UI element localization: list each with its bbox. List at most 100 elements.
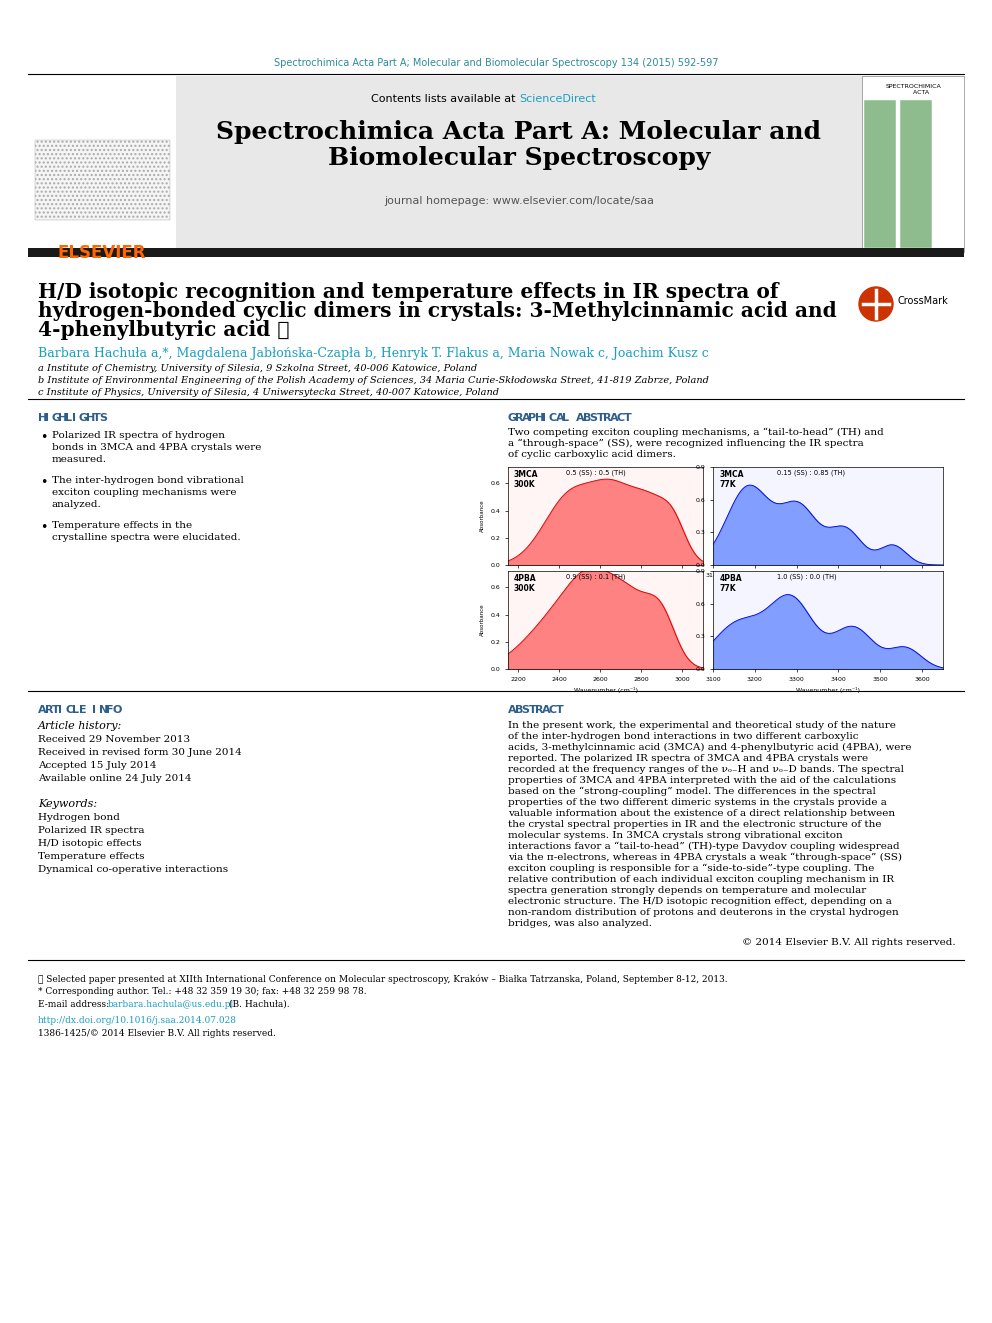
Text: electronic structure. The H/D isotopic recognition effect, depending on a: electronic structure. The H/D isotopic r…: [508, 897, 892, 906]
Text: hydrogen-bonded cyclic dimers in crystals: 3-Methylcinnamic acid and: hydrogen-bonded cyclic dimers in crystal…: [38, 302, 836, 321]
Text: B: B: [515, 705, 523, 714]
Text: H: H: [38, 413, 48, 423]
Text: bridges, was also analyzed.: bridges, was also analyzed.: [508, 919, 652, 927]
Text: Hydrogen bond: Hydrogen bond: [38, 814, 120, 822]
Circle shape: [859, 287, 893, 321]
Text: c Institute of Physics, University of Silesia, 4 Uniwersytecka Street, 40-007 Ka: c Institute of Physics, University of Si…: [38, 388, 499, 397]
Text: H: H: [536, 413, 545, 423]
Text: S: S: [99, 413, 107, 423]
Text: T: T: [556, 705, 563, 714]
Text: E: E: [78, 705, 86, 714]
Text: Polarized IR spectra of hydrogen: Polarized IR spectra of hydrogen: [52, 431, 225, 441]
Text: SPECTROCHIMICA
        ACTA: SPECTROCHIMICA ACTA: [885, 83, 940, 95]
Bar: [28, 75, 176, 251]
Text: B: B: [582, 413, 591, 423]
Text: ELSEVIER: ELSEVIER: [58, 243, 146, 262]
Text: 4PBA
77K: 4PBA 77K: [720, 574, 743, 593]
Text: Polarized IR spectra: Polarized IR spectra: [38, 826, 145, 835]
Text: S: S: [522, 705, 530, 714]
Text: 4PBA
300K: 4PBA 300K: [514, 574, 537, 593]
Text: http://dx.doi.org/10.1016/j.saa.2014.07.028: http://dx.doi.org/10.1016/j.saa.2014.07.…: [38, 1016, 237, 1025]
Text: I: I: [72, 413, 76, 423]
Text: spectra generation strongly depends on temperature and molecular: spectra generation strongly depends on t…: [508, 886, 866, 894]
Text: H: H: [59, 413, 67, 423]
Text: of the inter-hydrogen bond interactions in two different carboxylic: of the inter-hydrogen bond interactions …: [508, 732, 858, 741]
Text: Temperature effects in the: Temperature effects in the: [52, 521, 192, 531]
Text: 0.5 (SS) : 0.5 (TH): 0.5 (SS) : 0.5 (TH): [566, 470, 626, 476]
Text: C: C: [617, 413, 625, 423]
Bar: [28, 247, 964, 257]
Text: I: I: [542, 413, 546, 423]
Text: Spectrochimica Acta Part A; Molecular and Biomolecular Spectroscopy 134 (2015) 5: Spectrochimica Acta Part A; Molecular an…: [274, 58, 718, 67]
Text: Biomolecular Spectroscopy: Biomolecular Spectroscopy: [327, 146, 710, 169]
Text: A: A: [38, 705, 47, 714]
Text: T: T: [529, 705, 536, 714]
Text: 3MCA
300K: 3MCA 300K: [514, 470, 539, 490]
Text: interactions favor a “tail-to-head” (TH)-type Davydov coupling widespread: interactions favor a “tail-to-head” (TH)…: [508, 841, 900, 851]
Text: properties of 3MCA and 4PBA interpreted with the aid of the calculations: properties of 3MCA and 4PBA interpreted …: [508, 777, 896, 785]
Text: non-random distribution of protons and deuterons in the crystal hydrogen: non-random distribution of protons and d…: [508, 908, 899, 917]
Bar: [862, 75, 964, 251]
Text: based on the “strong-coupling” model. The differences in the spectral: based on the “strong-coupling” model. Th…: [508, 787, 876, 796]
Text: 0.15 (SS) : 0.85 (TH): 0.15 (SS) : 0.85 (TH): [778, 470, 845, 476]
Text: S: S: [589, 413, 597, 423]
Text: Spectrochimica Acta Part A: Molecular and: Spectrochimica Acta Part A: Molecular an…: [216, 120, 821, 144]
Text: A: A: [610, 413, 619, 423]
Text: barbara.hachula@us.edu.pl: barbara.hachula@us.edu.pl: [108, 1000, 234, 1009]
Text: O: O: [113, 705, 122, 714]
Text: © 2014 Elsevier B.V. All rights reserved.: © 2014 Elsevier B.V. All rights reserved…: [742, 938, 956, 947]
X-axis label: Wavenumber (cm⁻¹): Wavenumber (cm⁻¹): [573, 687, 638, 693]
Text: Received in revised form 30 June 2014: Received in revised form 30 June 2014: [38, 747, 242, 757]
Text: In the present work, the experimental and theoretical study of the nature: In the present work, the experimental an…: [508, 721, 896, 730]
Text: R: R: [45, 705, 54, 714]
Text: N: N: [99, 705, 108, 714]
Text: L: L: [65, 413, 72, 423]
Text: bonds in 3MCA and 4PBA crystals were: bonds in 3MCA and 4PBA crystals were: [52, 443, 261, 452]
Text: 0.9 (SS) : 0.1 (TH): 0.9 (SS) : 0.1 (TH): [566, 574, 626, 581]
Text: acids, 3-methylcinnamic acid (3MCA) and 4-phenylbutyric acid (4PBA), were: acids, 3-methylcinnamic acid (3MCA) and …: [508, 744, 912, 751]
Text: 3MCA
77K: 3MCA 77K: [720, 470, 744, 490]
Text: Keywords:: Keywords:: [38, 799, 97, 808]
Text: a Institute of Chemistry, University of Silesia, 9 Szkolna Street, 40-006 Katowi: a Institute of Chemistry, University of …: [38, 364, 477, 373]
Text: C: C: [549, 413, 557, 423]
Text: F: F: [106, 705, 113, 714]
Text: R: R: [536, 705, 544, 714]
Text: I: I: [92, 705, 96, 714]
Text: A: A: [556, 413, 564, 423]
Text: •: •: [40, 431, 48, 445]
X-axis label: Wavenumber (cm⁻¹): Wavenumber (cm⁻¹): [796, 687, 860, 693]
Text: Available online 24 July 2014: Available online 24 July 2014: [38, 774, 191, 783]
Text: H: H: [85, 413, 95, 423]
Text: H/D isotopic recognition and temperature effects in IR spectra of: H/D isotopic recognition and temperature…: [38, 282, 779, 302]
Text: of cyclic carboxylic acid dimers.: of cyclic carboxylic acid dimers.: [508, 450, 676, 459]
Text: T: T: [596, 413, 604, 423]
Text: 1.0 (SS) : 0.0 (TH): 1.0 (SS) : 0.0 (TH): [778, 574, 837, 581]
Text: exciton coupling mechanisms were: exciton coupling mechanisms were: [52, 488, 236, 497]
Text: T: T: [624, 413, 631, 423]
Text: Two competing exciton coupling mechanisms, a “tail-to-head” (TH) and: Two competing exciton coupling mechanism…: [508, 429, 884, 438]
Text: A: A: [522, 413, 531, 423]
Text: Barbara Hachuła a,*, Magdalena Jabłońska-Czapła b, Henryk T. Flakus a, Maria Now: Barbara Hachuła a,*, Magdalena Jabłońska…: [38, 347, 708, 360]
Text: Accepted 15 July 2014: Accepted 15 July 2014: [38, 761, 157, 770]
Bar: [900, 101, 932, 247]
Text: R: R: [515, 413, 524, 423]
Text: exciton coupling is responsible for a “side-to-side”-type coupling. The: exciton coupling is responsible for a “s…: [508, 864, 874, 873]
Text: a “through-space” (SS), were recognized influencing the IR spectra: a “through-space” (SS), were recognized …: [508, 439, 864, 448]
Text: •: •: [40, 521, 48, 534]
Text: I: I: [45, 413, 49, 423]
Text: journal homepage: www.elsevier.com/locate/saa: journal homepage: www.elsevier.com/locat…: [384, 196, 654, 206]
Text: The inter-hydrogen bond vibrational: The inter-hydrogen bond vibrational: [52, 476, 244, 486]
Text: Received 29 November 2013: Received 29 November 2013: [38, 736, 190, 744]
Text: C: C: [549, 705, 557, 714]
Text: crystalline spectra were elucidated.: crystalline spectra were elucidated.: [52, 533, 241, 542]
Text: relative contribution of each individual exciton coupling mechanism in IR: relative contribution of each individual…: [508, 875, 894, 884]
Bar: [28, 75, 964, 251]
Text: T: T: [92, 413, 100, 423]
Text: H/D isotopic effects: H/D isotopic effects: [38, 839, 142, 848]
Y-axis label: Absorbance: Absorbance: [480, 603, 485, 636]
Text: valuable information about the existence of a direct relationship between: valuable information about the existence…: [508, 808, 895, 818]
Text: analyzed.: analyzed.: [52, 500, 102, 509]
Text: b Institute of Environmental Engineering of the Polish Academy of Sciences, 34 M: b Institute of Environmental Engineering…: [38, 376, 709, 385]
Text: properties of the two different dimeric systems in the crystals provide a: properties of the two different dimeric …: [508, 798, 887, 807]
Text: Contents lists available at: Contents lists available at: [371, 94, 519, 105]
